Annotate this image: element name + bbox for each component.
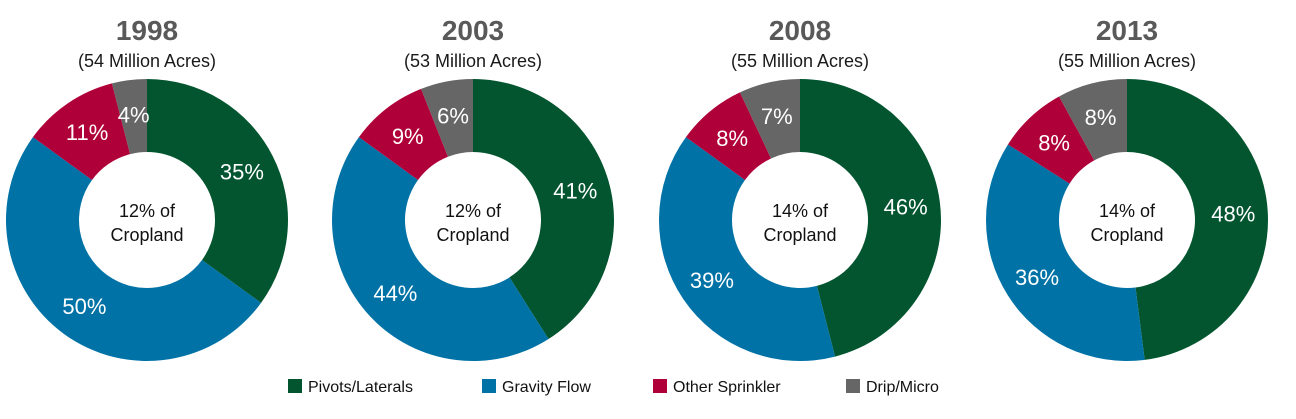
center-label-line2: Cropland — [763, 225, 836, 245]
slice-label: 36% — [1015, 265, 1059, 290]
legend-label: Drip/Micro — [866, 379, 939, 396]
slice-drip-micro — [421, 79, 473, 157]
chart-title: 2008 — [769, 15, 831, 46]
slice-label: 35% — [220, 160, 264, 185]
slice-other-sprinkler — [1007, 96, 1095, 184]
donut-chart-2013: 2013 (55 Million Acres) 48% 36% 8% 8% 14% of Cr… — [985, 15, 1269, 361]
legend-swatch — [288, 379, 302, 393]
center-label-line1: 12% of — [445, 201, 502, 221]
slice-other-sprinkler — [358, 88, 448, 181]
legend-label: Pivots/Laterals — [308, 379, 413, 396]
center-label-line1: 12% of — [119, 201, 176, 221]
chart-subtitle: (55 Million Acres) — [731, 51, 869, 71]
legend-swatch — [653, 379, 667, 393]
slice-label: 46% — [884, 195, 928, 220]
donut-chart-2008: 2008 (55 Million Acres) 46% 39% 8% 7% 14% of Cr… — [658, 15, 941, 361]
donut-chart-1998: 1998 (54 Million Acres) 35% 50% 11% 4% 12% of C… — [6, 15, 289, 361]
legend-swatch — [482, 379, 496, 393]
slice-drip-micro — [739, 79, 800, 159]
slice-label: 41% — [553, 178, 597, 203]
slice-label: 48% — [1211, 201, 1255, 226]
legend: Pivots/Laterals Gravity Flow Other Sprinkl… — [288, 379, 939, 396]
legend-swatch — [846, 379, 860, 393]
center-label-line1: 14% of — [772, 201, 829, 221]
slice-gravity-flow — [985, 144, 1145, 361]
slice-label: 8% — [716, 126, 748, 151]
slice-pivots-laterals — [147, 79, 289, 303]
slice-label: 7% — [761, 104, 793, 129]
slice-label: 8% — [1085, 105, 1117, 130]
donut-chart-2003: 2003 (53 Million Acres) 41% 44% 9% 6% 12% of Cr… — [331, 15, 614, 362]
slice-drip-micro — [111, 79, 147, 155]
chart-title: 2013 — [1096, 15, 1158, 46]
slice-other-sprinkler — [685, 92, 772, 181]
chart-subtitle: (53 Million Acres) — [404, 51, 542, 71]
slice-label: 9% — [392, 124, 424, 149]
center-label-line2: Cropland — [110, 225, 183, 245]
slice-gravity-flow — [658, 137, 836, 361]
legend-label: Gravity Flow — [502, 379, 591, 396]
slice-label: 4% — [118, 102, 150, 127]
slice-label: 6% — [437, 103, 469, 128]
slice-label: 44% — [373, 281, 417, 306]
center-label-line2: Cropland — [1090, 225, 1163, 245]
slice-label: 8% — [1038, 130, 1070, 155]
slice-gravity-flow — [6, 137, 262, 361]
slice-gravity-flow — [331, 137, 549, 362]
slice-pivots-laterals — [800, 79, 941, 357]
slice-drip-micro — [1059, 79, 1127, 161]
slice-label: 50% — [62, 294, 106, 319]
slice-pivots-laterals — [473, 79, 614, 340]
slice-label: 39% — [690, 268, 734, 293]
center-label-line1: 14% of — [1099, 201, 1156, 221]
center-label-line2: Cropland — [436, 225, 509, 245]
legend-label: Other Sprinkler — [673, 379, 781, 396]
chart-title: 2003 — [442, 15, 504, 46]
chart-title: 1998 — [116, 15, 178, 46]
slice-pivots-laterals — [1127, 79, 1269, 360]
chart-subtitle: (55 Million Acres) — [1058, 51, 1196, 71]
slice-label: 11% — [66, 120, 108, 145]
chart-subtitle: (54 Million Acres) — [78, 51, 216, 71]
slice-other-sprinkler — [32, 83, 131, 181]
